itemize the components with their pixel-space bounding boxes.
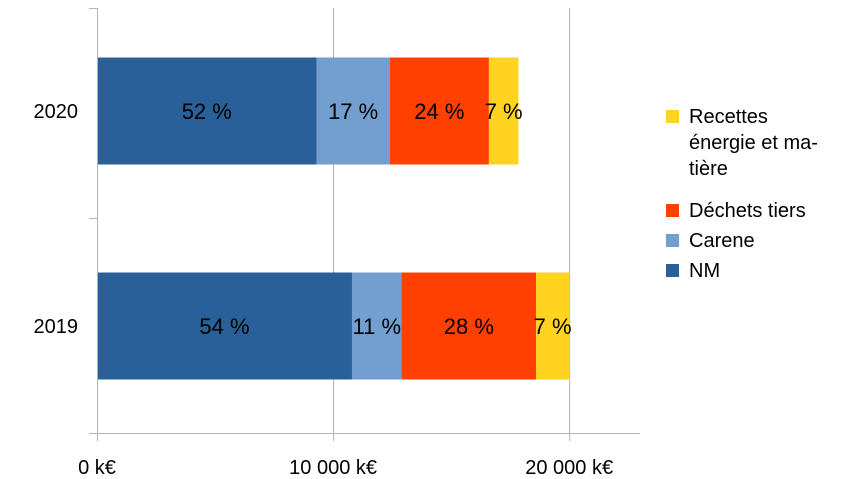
legend-swatch	[666, 264, 679, 277]
bars: 52 % 17 % 24 % 7 % 54 % 11 % 28 % 7 %	[97, 57, 572, 380]
bar-segment	[97, 57, 317, 165]
x-tick-label: 20 000 k€	[525, 457, 613, 479]
data-label: 11 %	[353, 314, 402, 339]
x-tick-label: 0 k€	[78, 457, 116, 479]
data-label: 7 %	[485, 99, 523, 124]
legend-swatch	[666, 204, 679, 217]
legend-label: Recettes énergie et ma-tière	[689, 106, 818, 180]
legend-label: Déchets tiers	[689, 200, 806, 222]
data-label: 52 %	[182, 99, 232, 124]
bar-segment	[536, 272, 570, 380]
data-label: 28 %	[444, 314, 494, 339]
bar-segment	[97, 272, 352, 380]
y-tick-label: 2020	[34, 101, 79, 123]
y-tick-label: 2019	[34, 316, 79, 338]
legend-label: NM	[689, 260, 720, 282]
legend-label: Carene	[689, 230, 755, 252]
bar-segment	[316, 57, 390, 165]
data-label: 17 %	[328, 99, 378, 124]
bar-segment	[351, 272, 402, 380]
bar-segment	[488, 57, 519, 165]
legend-swatch	[666, 234, 679, 247]
legend: Recettes énergie et ma-tière Déchets tiers…	[666, 106, 818, 282]
legend-swatch	[666, 110, 679, 123]
data-label: 54 %	[199, 314, 249, 339]
x-tick-label: 10 000 k€	[289, 457, 377, 479]
bar-segment	[401, 272, 537, 380]
data-label: 7 %	[534, 314, 572, 339]
axes: 0 k€ 10 000 k€ 20 000 k€ 2020 2019	[34, 8, 640, 479]
data-label: 24 %	[414, 99, 464, 124]
bar-segment	[389, 57, 489, 165]
